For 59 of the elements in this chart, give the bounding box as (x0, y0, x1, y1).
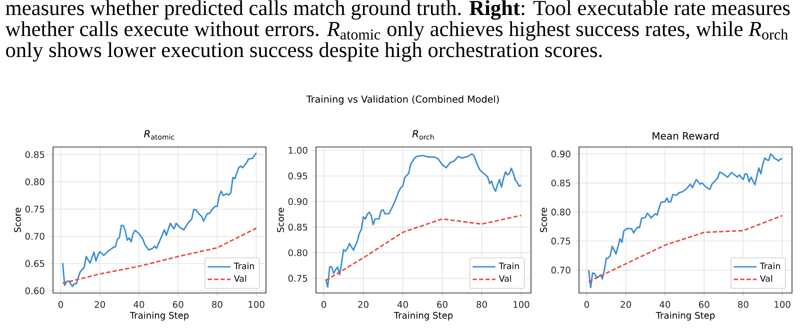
y-tick-label: 0.95 (288, 172, 308, 180)
x-tick-label: 60 (437, 301, 448, 308)
legend-label: Train (760, 262, 780, 270)
x-axis-title: Training Step (656, 312, 715, 320)
legend-label: Train (498, 262, 519, 270)
chart-title: Mean Reward (652, 132, 718, 140)
x-tick-label: 40 (660, 301, 670, 308)
x-tick-label: 60 (698, 301, 710, 308)
text: only shows lower execution success despite high orchestration scores. (6, 42, 602, 62)
text: measures whether predicted calls match ground truth. Right: Tool executable rate measures (6, 0, 790, 20)
x-tick-label: 100 (248, 301, 264, 308)
x-tick-label: 0 (584, 301, 590, 308)
y-tick-label: 0.70 (25, 232, 44, 240)
line-series (588, 153, 784, 288)
x-tick-label: 40 (397, 301, 408, 308)
x-tick-label: 100 (514, 301, 530, 308)
y-tick-label: 0.80 (25, 178, 44, 186)
x-tick-label: 60 (172, 301, 184, 308)
x-tick-label: 40 (134, 301, 144, 308)
y-tick-label: 1.00 (288, 146, 308, 154)
y-tick-label: 0.75 (288, 274, 308, 282)
x-tick-label: 0 (322, 301, 326, 308)
x-tick-label: 80 (738, 301, 748, 308)
y-axis-title: Score (14, 208, 21, 232)
text: Training vs Validation (Combined Model) (306, 95, 499, 105)
y-axis-title: Score (277, 208, 284, 232)
line-series (325, 153, 522, 288)
x-tick-label: 100 (774, 301, 790, 308)
y-tick-label: 0.75 (551, 238, 570, 245)
y-tick-label: 0.90 (551, 150, 570, 158)
line-series (325, 214, 522, 282)
x-tick-label: 20 (358, 301, 368, 308)
text: whether calls execute without errors. R$_{atomic}$ only achieves highest success rates, while R$_{orch}$ (5, 21, 788, 41)
y-axis-title: Score (540, 208, 547, 232)
legend-label: Train (234, 262, 254, 270)
y-tick-label: 0.80 (288, 249, 308, 256)
legend-label: Val (234, 275, 246, 282)
y-tick-label: 0.85 (551, 180, 570, 186)
y-tick-label: 0.90 (288, 198, 308, 205)
y-tick-label: 0.85 (288, 224, 308, 231)
y-tick-label: 0.75 (25, 206, 44, 213)
x-tick-label: 80 (212, 301, 222, 308)
legend-label: Val (760, 275, 772, 282)
y-tick-label: 0.60 (25, 287, 44, 294)
line-series (588, 214, 784, 282)
y-tick-label: 0.65 (25, 260, 44, 268)
y-tick-label: 0.80 (551, 208, 570, 216)
line-series (62, 227, 258, 284)
y-tick-label: 0.85 (25, 151, 44, 158)
y-tick-label: 0.70 (551, 266, 570, 274)
legend-label: Val (498, 275, 511, 282)
x-tick-label: 20 (94, 301, 106, 308)
x-tick-label: 80 (476, 301, 487, 308)
chart-title: R$_{orch}$ (412, 130, 434, 140)
x-axis-title: Training Step (130, 312, 189, 320)
chart-title: R$_{atomic}$ (144, 130, 174, 140)
x-tick-label: 20 (620, 301, 632, 308)
x-tick-label: 0 (58, 301, 64, 308)
x-axis-title: Training Step (394, 312, 453, 320)
